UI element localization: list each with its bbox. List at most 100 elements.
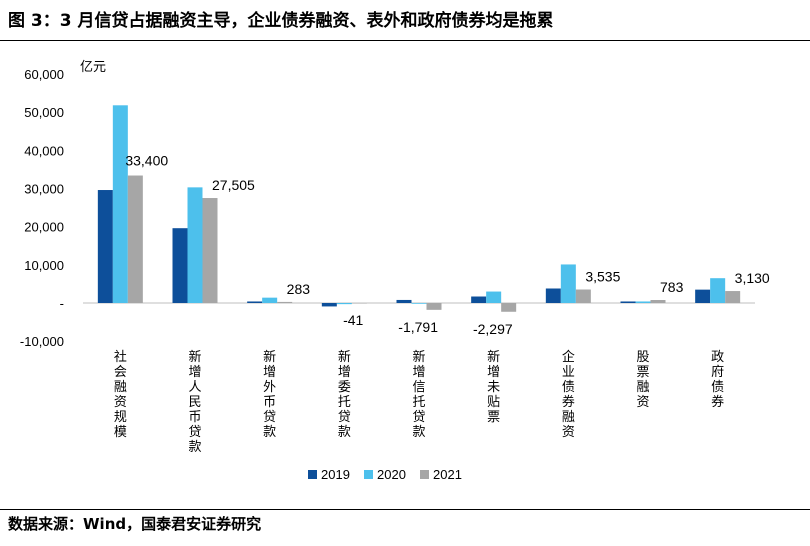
y-tick-label: -: [60, 296, 64, 311]
category-label-char: 新: [188, 349, 201, 364]
bar-2020: [187, 187, 203, 303]
legend-swatch-2020: [364, 470, 373, 479]
y-tick-label: 30,000: [24, 182, 64, 197]
bar-2019: [172, 228, 188, 303]
category-label-char: 信: [412, 379, 425, 394]
data-label: 3,130: [735, 270, 770, 286]
data-label: 283: [287, 281, 311, 297]
category-label-char: 托: [412, 394, 425, 409]
category-label-char: 增: [487, 364, 500, 379]
category-label-char: 融: [636, 379, 649, 394]
category-label-char: 资: [114, 394, 127, 409]
category-label-char: 贷: [412, 409, 425, 424]
y-tick-label: 40,000: [24, 143, 64, 158]
category-label-char: 政: [711, 349, 724, 364]
y-tick-label: 20,000: [24, 220, 64, 235]
source-note: 数据来源：Wind，国泰君安证券研究: [8, 515, 262, 533]
y-tick-label: -10,000: [20, 334, 64, 349]
category-label-char: 新: [263, 349, 276, 364]
data-label: 33,400: [125, 153, 168, 169]
bar-2021: [351, 303, 367, 304]
bottom-rule: [0, 509, 810, 510]
category-label-char: 款: [412, 424, 425, 439]
legend-label-2021: 2021: [433, 467, 462, 482]
bar-2020: [560, 264, 576, 303]
figure-title: 图 3：3 月信贷占据融资主导，企业债券融资、表外和政府债券均是拖累: [8, 11, 554, 31]
category-label-char: 款: [188, 439, 201, 454]
bar-2019: [471, 296, 487, 303]
bar-2019: [545, 288, 561, 303]
bar-2021: [426, 303, 442, 310]
bar-2021: [127, 175, 143, 303]
top-rule: [0, 40, 810, 41]
legend-swatch-2021: [420, 470, 429, 479]
category-label-char: 票: [487, 409, 500, 424]
category-label-char: 托: [338, 394, 351, 409]
bar-2020: [336, 303, 352, 305]
category-label-char: 券: [711, 394, 724, 409]
legend-label-2020: 2020: [377, 467, 406, 482]
category-label-char: 企: [562, 349, 575, 364]
y-axis-label: 亿元: [80, 59, 106, 74]
category-label-char: 府: [711, 364, 724, 379]
category-label-char: 增: [188, 364, 201, 379]
data-label: 3,535: [585, 269, 620, 285]
y-tick-label: 50,000: [24, 105, 64, 120]
category-label-char: 未: [487, 379, 500, 394]
category-label-char: 增: [263, 364, 276, 379]
y-tick-label: 60,000: [24, 67, 64, 82]
y-tick-label: 10,000: [24, 258, 64, 273]
legend-label-2019: 2019: [321, 467, 350, 482]
data-label: 27,505: [212, 177, 255, 193]
category-label-char: 贷: [188, 424, 201, 439]
category-label-char: 会: [114, 364, 127, 379]
category-label-char: 款: [263, 424, 276, 439]
bar-2021: [725, 291, 741, 303]
bar-2019: [396, 299, 412, 303]
category-label-char: 债: [562, 379, 575, 394]
data-label: -41: [343, 312, 363, 328]
bar-2019: [321, 303, 337, 307]
category-label-char: 贷: [338, 409, 351, 424]
bar-2020: [262, 297, 278, 303]
category-label-char: 增: [338, 364, 351, 379]
bar-2019: [620, 301, 636, 303]
category-label-char: 新: [338, 349, 351, 364]
category-label-char: 业: [562, 364, 575, 379]
bar-2020: [411, 303, 427, 304]
data-label: 783: [660, 279, 684, 295]
bar-2020: [486, 291, 502, 303]
bar-2019: [695, 289, 711, 303]
category-label-char: 增: [412, 364, 425, 379]
bar-2020: [112, 105, 128, 304]
bar-2020: [710, 278, 726, 303]
category-label-char: 新: [487, 349, 500, 364]
data-label: -1,791: [398, 319, 438, 335]
category-label-char: 新: [412, 349, 425, 364]
category-label-char: 委: [338, 379, 351, 394]
category-label-char: 资: [562, 424, 575, 439]
category-label-char: 股: [636, 349, 649, 364]
bar-2021: [650, 300, 666, 303]
bar-2021: [501, 303, 517, 312]
data-label: -2,297: [473, 321, 513, 337]
category-label-char: 融: [562, 409, 575, 424]
bar-2019: [97, 190, 113, 303]
category-label-char: 币: [188, 409, 201, 424]
bar-2020: [635, 301, 651, 303]
legend-swatch-2019: [308, 470, 317, 479]
category-label-char: 券: [562, 394, 575, 409]
bar-2021: [202, 198, 218, 303]
category-label-char: 民: [188, 394, 201, 409]
bar-2021: [575, 289, 591, 303]
category-label-char: 社: [114, 349, 127, 364]
category-label-char: 人: [188, 379, 201, 394]
category-label-char: 贷: [263, 409, 276, 424]
category-label-char: 融: [114, 379, 127, 394]
bar-2021: [277, 301, 293, 303]
category-label-char: 外: [263, 379, 276, 394]
category-label-char: 资: [636, 394, 649, 409]
category-label-char: 款: [338, 424, 351, 439]
category-label-char: 规: [114, 409, 127, 424]
category-label-char: 债: [711, 379, 724, 394]
